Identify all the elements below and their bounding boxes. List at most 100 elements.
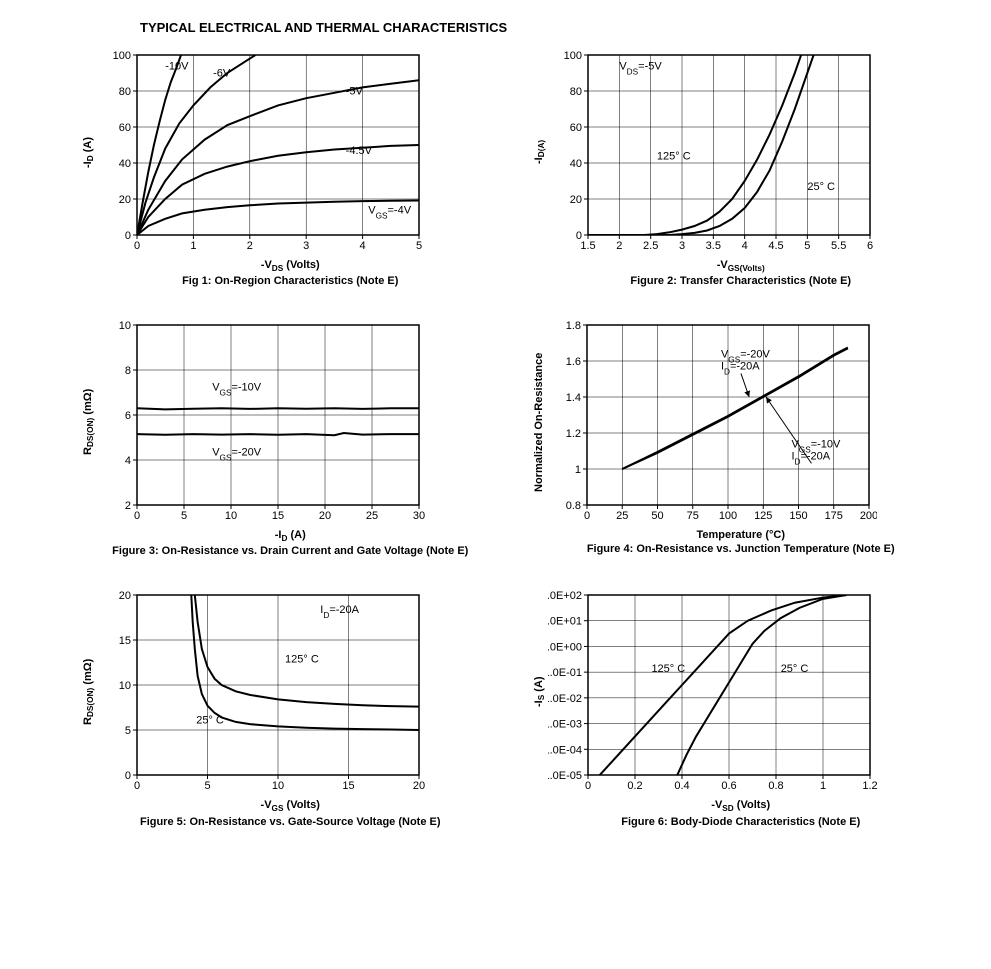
- svg-text:3: 3: [303, 240, 309, 252]
- svg-text:1: 1: [191, 240, 197, 252]
- fig5-xlabel: -VGS (Volts): [80, 799, 501, 813]
- svg-text:200: 200: [859, 510, 876, 522]
- fig3-panel: RDS(ON) (mΩ)051015202530246810VGS=-10VVG…: [80, 317, 501, 557]
- fig6-plot: 00.20.40.60.811.21.0E-051.0E-041.0E-031.…: [548, 587, 878, 797]
- svg-text:VDS=-5V: VDS=-5V: [619, 60, 662, 76]
- svg-text:VGS=-10V: VGS=-10V: [212, 381, 262, 397]
- svg-text:1.6: 1.6: [565, 356, 580, 368]
- svg-text:2.5: 2.5: [643, 240, 658, 252]
- fig3-caption: Figure 3: On-Resistance vs. Drain Curren…: [80, 545, 501, 557]
- svg-text:0.4: 0.4: [674, 780, 689, 792]
- svg-text:0: 0: [134, 510, 140, 522]
- svg-text:1.0E-01: 1.0E-01: [548, 668, 582, 680]
- svg-text:-6V: -6V: [213, 68, 231, 80]
- svg-text:1: 1: [574, 464, 580, 476]
- svg-text:80: 80: [119, 86, 131, 98]
- svg-text:VGS=-20V: VGS=-20V: [212, 447, 262, 463]
- fig2-plot: 1.522.533.544.555.56020406080100125° C25…: [548, 47, 878, 257]
- fig5-panel: RDS(ON) (mΩ)0510152005101520125° C25° CI…: [80, 587, 501, 827]
- svg-text:10: 10: [119, 320, 131, 332]
- svg-text:125: 125: [754, 510, 772, 522]
- svg-text:175: 175: [824, 510, 842, 522]
- svg-text:3: 3: [679, 240, 685, 252]
- fig1-plot: 012345020406080100-10V-6V-5V-4.5VVGS=-4V: [97, 47, 427, 257]
- svg-text:VGS=-4V: VGS=-4V: [368, 204, 411, 220]
- fig5-caption: Figure 5: On-Resistance vs. Gate-Source …: [80, 816, 501, 828]
- svg-text:150: 150: [789, 510, 807, 522]
- svg-text:5: 5: [181, 510, 187, 522]
- svg-text:100: 100: [113, 50, 131, 62]
- svg-text:75: 75: [686, 510, 698, 522]
- svg-text:40: 40: [119, 158, 131, 170]
- svg-text:25° C: 25° C: [196, 715, 224, 727]
- svg-text:60: 60: [569, 122, 581, 134]
- svg-text:2: 2: [125, 500, 131, 512]
- svg-text:-4.5V: -4.5V: [346, 145, 373, 157]
- fig1-xlabel: -VDS (Volts): [80, 259, 501, 273]
- svg-text:0: 0: [125, 770, 131, 782]
- svg-text:2: 2: [616, 240, 622, 252]
- svg-text:0.8: 0.8: [768, 780, 783, 792]
- svg-text:1.8: 1.8: [565, 320, 580, 332]
- svg-text:25° C: 25° C: [780, 664, 808, 676]
- svg-text:15: 15: [272, 510, 284, 522]
- svg-text:5: 5: [205, 780, 211, 792]
- svg-text:6: 6: [867, 240, 873, 252]
- svg-text:1.0E+00: 1.0E+00: [548, 642, 582, 654]
- fig1-ylabel: -ID (A): [80, 47, 97, 257]
- svg-text:15: 15: [119, 635, 131, 647]
- svg-text:80: 80: [569, 86, 581, 98]
- svg-text:1.0E+01: 1.0E+01: [548, 616, 582, 628]
- svg-text:1: 1: [820, 780, 826, 792]
- svg-text:6: 6: [125, 410, 131, 422]
- fig6-panel: -IS (A)00.20.40.60.811.21.0E-051.0E-041.…: [531, 587, 952, 827]
- svg-text:1.0E-05: 1.0E-05: [548, 770, 582, 782]
- svg-text:-10V: -10V: [165, 60, 189, 72]
- svg-text:1.4: 1.4: [565, 392, 580, 404]
- svg-text:100: 100: [563, 50, 581, 62]
- fig4-panel: Normalized On-Resistance0255075100125150…: [531, 317, 952, 557]
- svg-text:1.0E-03: 1.0E-03: [548, 719, 582, 731]
- fig4-plot: 02550751001251501752000.811.21.41.61.8VG…: [547, 317, 877, 527]
- fig1-panel: -ID (A)012345020406080100-10V-6V-5V-4.5V…: [80, 47, 501, 287]
- chart-grid: -ID (A)012345020406080100-10V-6V-5V-4.5V…: [80, 47, 951, 828]
- fig6-caption: Figure 6: Body-Diode Characteristics (No…: [531, 816, 952, 828]
- svg-text:4: 4: [125, 455, 131, 467]
- svg-text:ID=-20A: ID=-20A: [320, 604, 359, 620]
- fig2-caption: Figure 2: Transfer Characteristics (Note…: [531, 275, 952, 287]
- svg-text:5: 5: [125, 725, 131, 737]
- svg-text:4.5: 4.5: [768, 240, 783, 252]
- svg-text:100: 100: [718, 510, 736, 522]
- fig4-caption: Figure 4: On-Resistance vs. Junction Tem…: [531, 543, 952, 555]
- svg-text:0.6: 0.6: [721, 780, 736, 792]
- svg-text:20: 20: [319, 510, 331, 522]
- svg-text:20: 20: [413, 780, 425, 792]
- svg-text:0.2: 0.2: [627, 780, 642, 792]
- fig6-ylabel: -IS (A): [531, 587, 548, 797]
- svg-text:1.2: 1.2: [862, 780, 877, 792]
- svg-text:0: 0: [125, 230, 131, 242]
- svg-text:20: 20: [569, 194, 581, 206]
- page-title: TYPICAL ELECTRICAL AND THERMAL CHARACTER…: [140, 20, 991, 35]
- svg-text:0: 0: [134, 780, 140, 792]
- fig1-caption: Fig 1: On-Region Characteristics (Note E…: [80, 275, 501, 287]
- svg-text:125° C: 125° C: [285, 654, 319, 666]
- svg-text:10: 10: [272, 780, 284, 792]
- svg-text:5: 5: [804, 240, 810, 252]
- svg-text:1.0E+02: 1.0E+02: [548, 590, 582, 602]
- fig2-panel: -ID(A)1.522.533.544.555.5602040608010012…: [531, 47, 952, 287]
- svg-text:60: 60: [119, 122, 131, 134]
- fig6-xlabel: -VSD (Volts): [531, 799, 952, 813]
- svg-text:3.5: 3.5: [705, 240, 720, 252]
- svg-text:30: 30: [413, 510, 425, 522]
- fig4-ylabel: Normalized On-Resistance: [531, 317, 547, 527]
- fig2-ylabel: -ID(A): [531, 47, 548, 257]
- svg-text:5.5: 5.5: [831, 240, 846, 252]
- fig3-xlabel: -ID (A): [80, 529, 501, 543]
- fig4-xlabel: Temperature (°C): [531, 529, 952, 541]
- svg-text:2: 2: [247, 240, 253, 252]
- svg-text:0: 0: [583, 510, 589, 522]
- svg-text:4: 4: [741, 240, 747, 252]
- svg-text:25° C: 25° C: [807, 181, 835, 193]
- svg-text:0: 0: [134, 240, 140, 252]
